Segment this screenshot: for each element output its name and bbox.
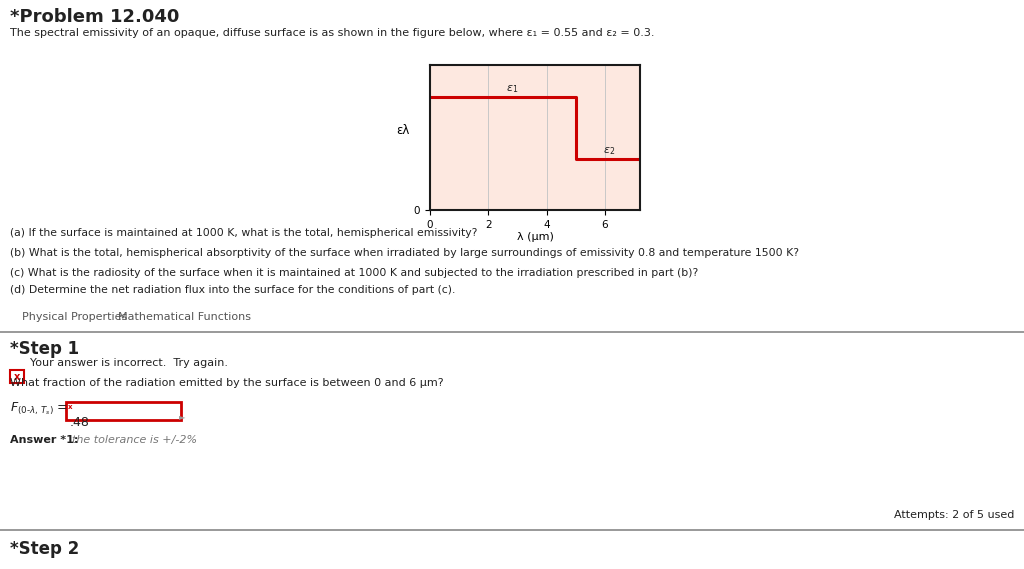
Text: Physical Properties: Physical Properties [22, 312, 127, 322]
Text: (a) If the surface is maintained at 1000 K, what is the total, hemispherical emi: (a) If the surface is maintained at 1000… [10, 228, 477, 238]
Text: (c) What is the radiosity of the surface when it is maintained at 1000 K and sub: (c) What is the radiosity of the surface… [10, 268, 698, 278]
X-axis label: λ (μm): λ (μm) [516, 233, 553, 242]
Text: Mathematical Functions: Mathematical Functions [118, 312, 251, 322]
FancyBboxPatch shape [10, 370, 24, 383]
Text: Answer *1:: Answer *1: [10, 435, 82, 445]
Text: *Step 2: *Step 2 [10, 540, 79, 558]
Text: $F_{(0\text{-}\lambda,\,T_s)}$ =: $F_{(0\text{-}\lambda,\,T_s)}$ = [10, 400, 69, 417]
Text: Attempts: 2 of 5 used: Attempts: 2 of 5 used [894, 510, 1014, 520]
Text: (b) What is the total, hemispherical absorptivity of the surface when irradiated: (b) What is the total, hemispherical abs… [10, 248, 799, 258]
Text: (d) Determine the net radiation flux into the surface for the conditions of part: (d) Determine the net radiation flux int… [10, 285, 456, 295]
Text: $\varepsilon_2$: $\varepsilon_2$ [603, 146, 615, 157]
Text: x: x [69, 404, 73, 410]
FancyBboxPatch shape [66, 402, 181, 420]
Text: The spectral emissivity of an opaque, diffuse surface is as shown in the figure : The spectral emissivity of an opaque, di… [10, 28, 654, 38]
Text: Your answer is incorrect.  Try again.: Your answer is incorrect. Try again. [30, 358, 228, 368]
Text: *Problem 12.040: *Problem 12.040 [10, 8, 179, 26]
FancyBboxPatch shape [66, 403, 75, 411]
Text: .48: .48 [70, 416, 90, 429]
Text: What fraction of the radiation emitted by the surface is between 0 and 6 μm?: What fraction of the radiation emitted b… [10, 378, 443, 388]
Text: ►: ► [179, 412, 185, 421]
Y-axis label: ελ: ελ [396, 125, 410, 138]
Text: $\varepsilon_1$: $\varepsilon_1$ [506, 83, 518, 95]
Text: *Step 1: *Step 1 [10, 340, 79, 358]
Text: x: x [14, 372, 20, 381]
Text: the tolerance is +/-2%: the tolerance is +/-2% [72, 435, 198, 445]
